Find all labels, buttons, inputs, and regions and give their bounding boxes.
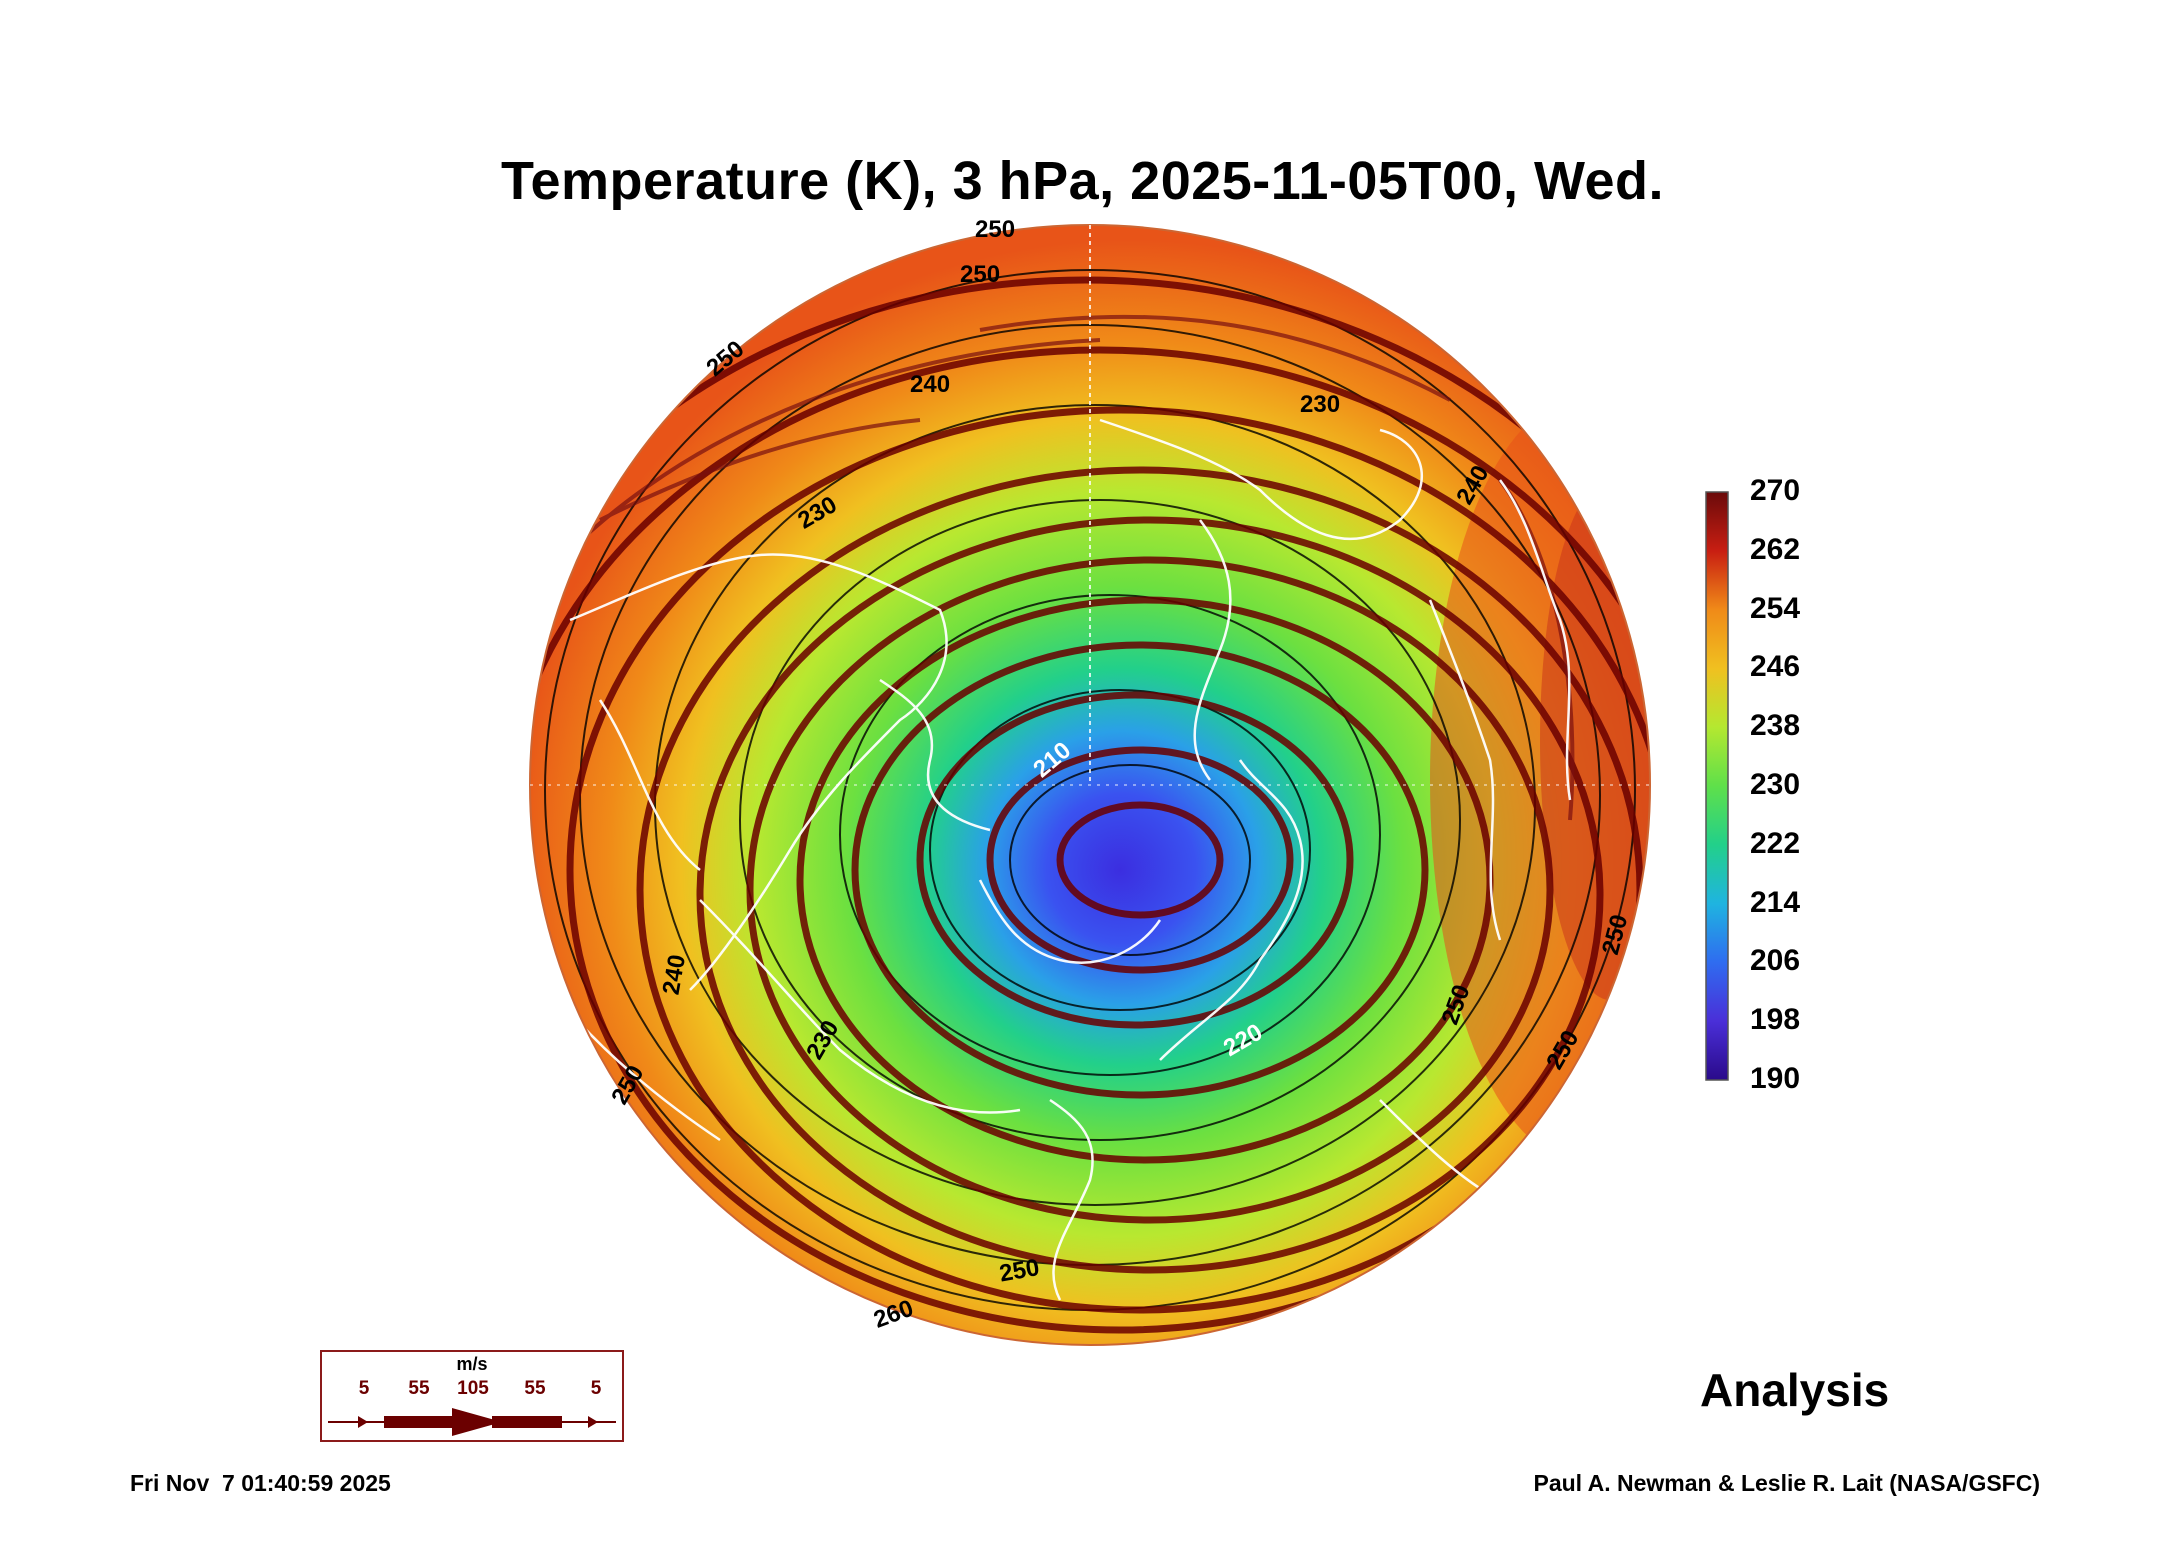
colorbar-tick-label: 214 xyxy=(1750,885,1801,919)
colorbar-tick-label: 262 xyxy=(1750,532,1801,566)
colorbar-tick-label: 254 xyxy=(1750,591,1801,625)
coastlines xyxy=(559,418,1572,1301)
contour-label: 230 xyxy=(1300,391,1340,418)
timestamp: Fri Nov 7 01:40:59 2025 xyxy=(130,1470,391,1497)
colorbar-tick-label: 198 xyxy=(1750,1003,1801,1037)
contour-label: 250 xyxy=(975,216,1015,243)
wind-unit-label: m/s xyxy=(456,1354,488,1374)
colorbar-tick-label: 270 xyxy=(1750,474,1801,507)
colorbar-tick-label: 238 xyxy=(1750,709,1801,743)
wind-speed-label: 105 xyxy=(457,1378,489,1399)
wind-speed-label: 55 xyxy=(524,1378,546,1399)
colorbar-tick-label: 246 xyxy=(1750,650,1801,684)
colorbar-tick-label: 206 xyxy=(1750,944,1801,978)
chart-title: Temperature (K), 3 hPa, 2025-11-05T00, W… xyxy=(501,151,1664,211)
credit: Paul A. Newman & Leslie R. Lait (NASA/GS… xyxy=(1533,1470,2040,1496)
colorbar-tick-label: 230 xyxy=(1750,768,1801,801)
wind-speed-label: 5 xyxy=(590,1378,602,1399)
wind-speed-label: 55 xyxy=(408,1378,430,1399)
wind-legend: m/s 5 55 105 55 5 xyxy=(320,1350,624,1442)
wind-speed-label: 5 xyxy=(358,1378,370,1399)
contour-label: 250 xyxy=(960,261,1000,288)
colorbar-tick-label: 222 xyxy=(1750,826,1801,860)
colorbar xyxy=(1705,491,1729,1081)
contour-label: 240 xyxy=(910,371,950,398)
wind-arrow-scale xyxy=(328,1408,616,1436)
wind-streamlines xyxy=(530,276,1650,1345)
temperature-field xyxy=(530,225,1650,1345)
timestamp-text: Fri Nov 7 01:40:59 2025 xyxy=(130,1470,391,1496)
colorbar-tick-label: 190 xyxy=(1750,1062,1801,1095)
analysis-label: Analysis xyxy=(1700,1364,1890,1416)
